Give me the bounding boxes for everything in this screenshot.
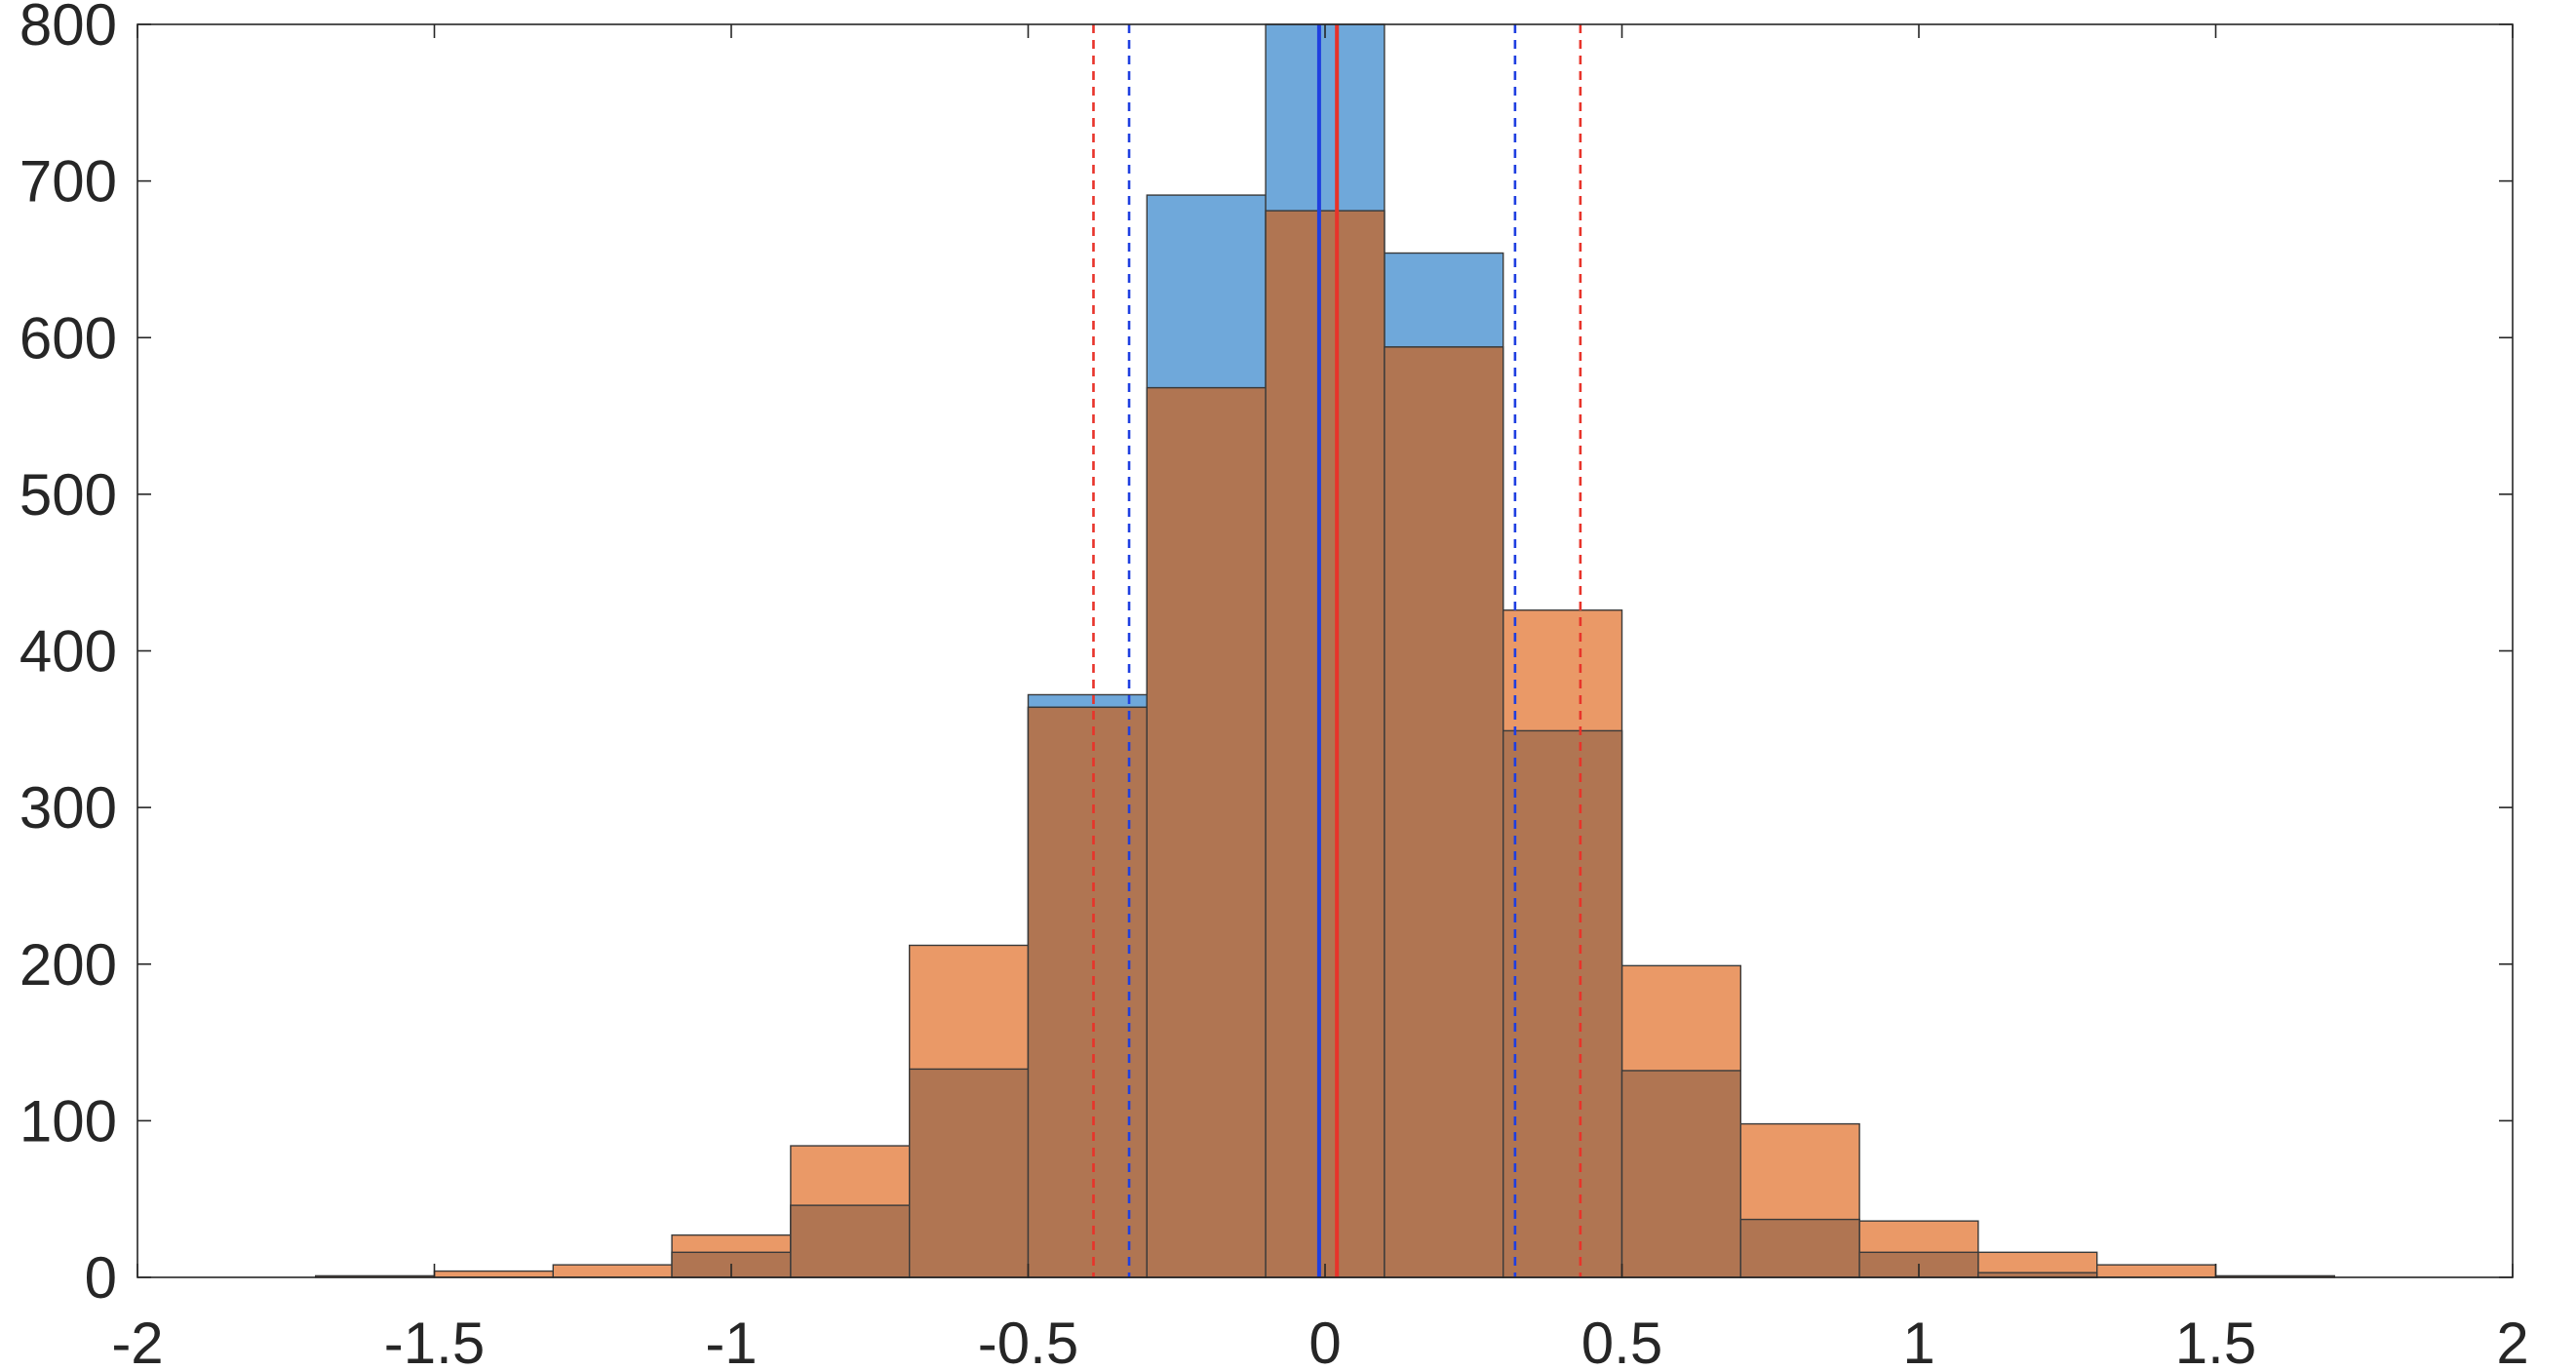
histogram-bar-overlap <box>1620 1070 1742 1278</box>
x-tick-label: -1 <box>705 1311 757 1370</box>
histogram-bar-series-2 <box>433 1270 555 1278</box>
x-tick-label: 0 <box>1308 1311 1341 1370</box>
histogram-bar-overlap <box>909 1068 1030 1278</box>
y-tick-label: 800 <box>20 0 117 58</box>
histogram-bar-series-2 <box>2095 1264 2217 1278</box>
histogram-bar-overlap <box>790 1204 911 1278</box>
y-tick-label: 400 <box>20 619 117 685</box>
x-tick-label: 2 <box>2496 1311 2528 1370</box>
y-tick-label: 500 <box>20 462 117 528</box>
y-tick-label: 200 <box>20 932 117 998</box>
reference-lines-layer <box>1092 24 1582 1277</box>
bars-layer <box>315 23 2336 1278</box>
x-tick-label: 1.5 <box>2175 1311 2256 1370</box>
histogram-bar-series-2 <box>552 1264 673 1278</box>
x-tick-label: -0.5 <box>978 1311 1078 1370</box>
x-tick-label: -2 <box>111 1311 163 1370</box>
x-tick-label: -1.5 <box>384 1311 485 1370</box>
y-tick-label: 700 <box>20 149 117 215</box>
histogram-bar-overlap <box>1502 729 1623 1278</box>
x-axis-tick-labels: -2 -1.5 -1 -0.5 0 0.5 1 1.5 2 <box>111 1311 2528 1370</box>
histogram-bar-overlap <box>1739 1218 1860 1278</box>
y-axis-tick-labels: 0 100 200 300 400 500 600 700 800 <box>20 0 117 1311</box>
histogram-bar-overlap <box>1146 386 1267 1278</box>
histogram-bar-overlap <box>1384 346 1504 1278</box>
y-tick-label: 300 <box>20 775 117 841</box>
y-tick-label: 0 <box>85 1245 117 1311</box>
x-tick-label: 0.5 <box>1581 1311 1662 1370</box>
histogram-bar-overlap <box>1027 706 1149 1278</box>
y-tick-label: 100 <box>20 1088 117 1154</box>
histogram-bar-overlap <box>1265 210 1386 1278</box>
x-tick-label: 1 <box>1902 1311 1934 1370</box>
y-tick-label: 600 <box>20 305 117 371</box>
tick-marks-layer <box>137 23 2514 1278</box>
